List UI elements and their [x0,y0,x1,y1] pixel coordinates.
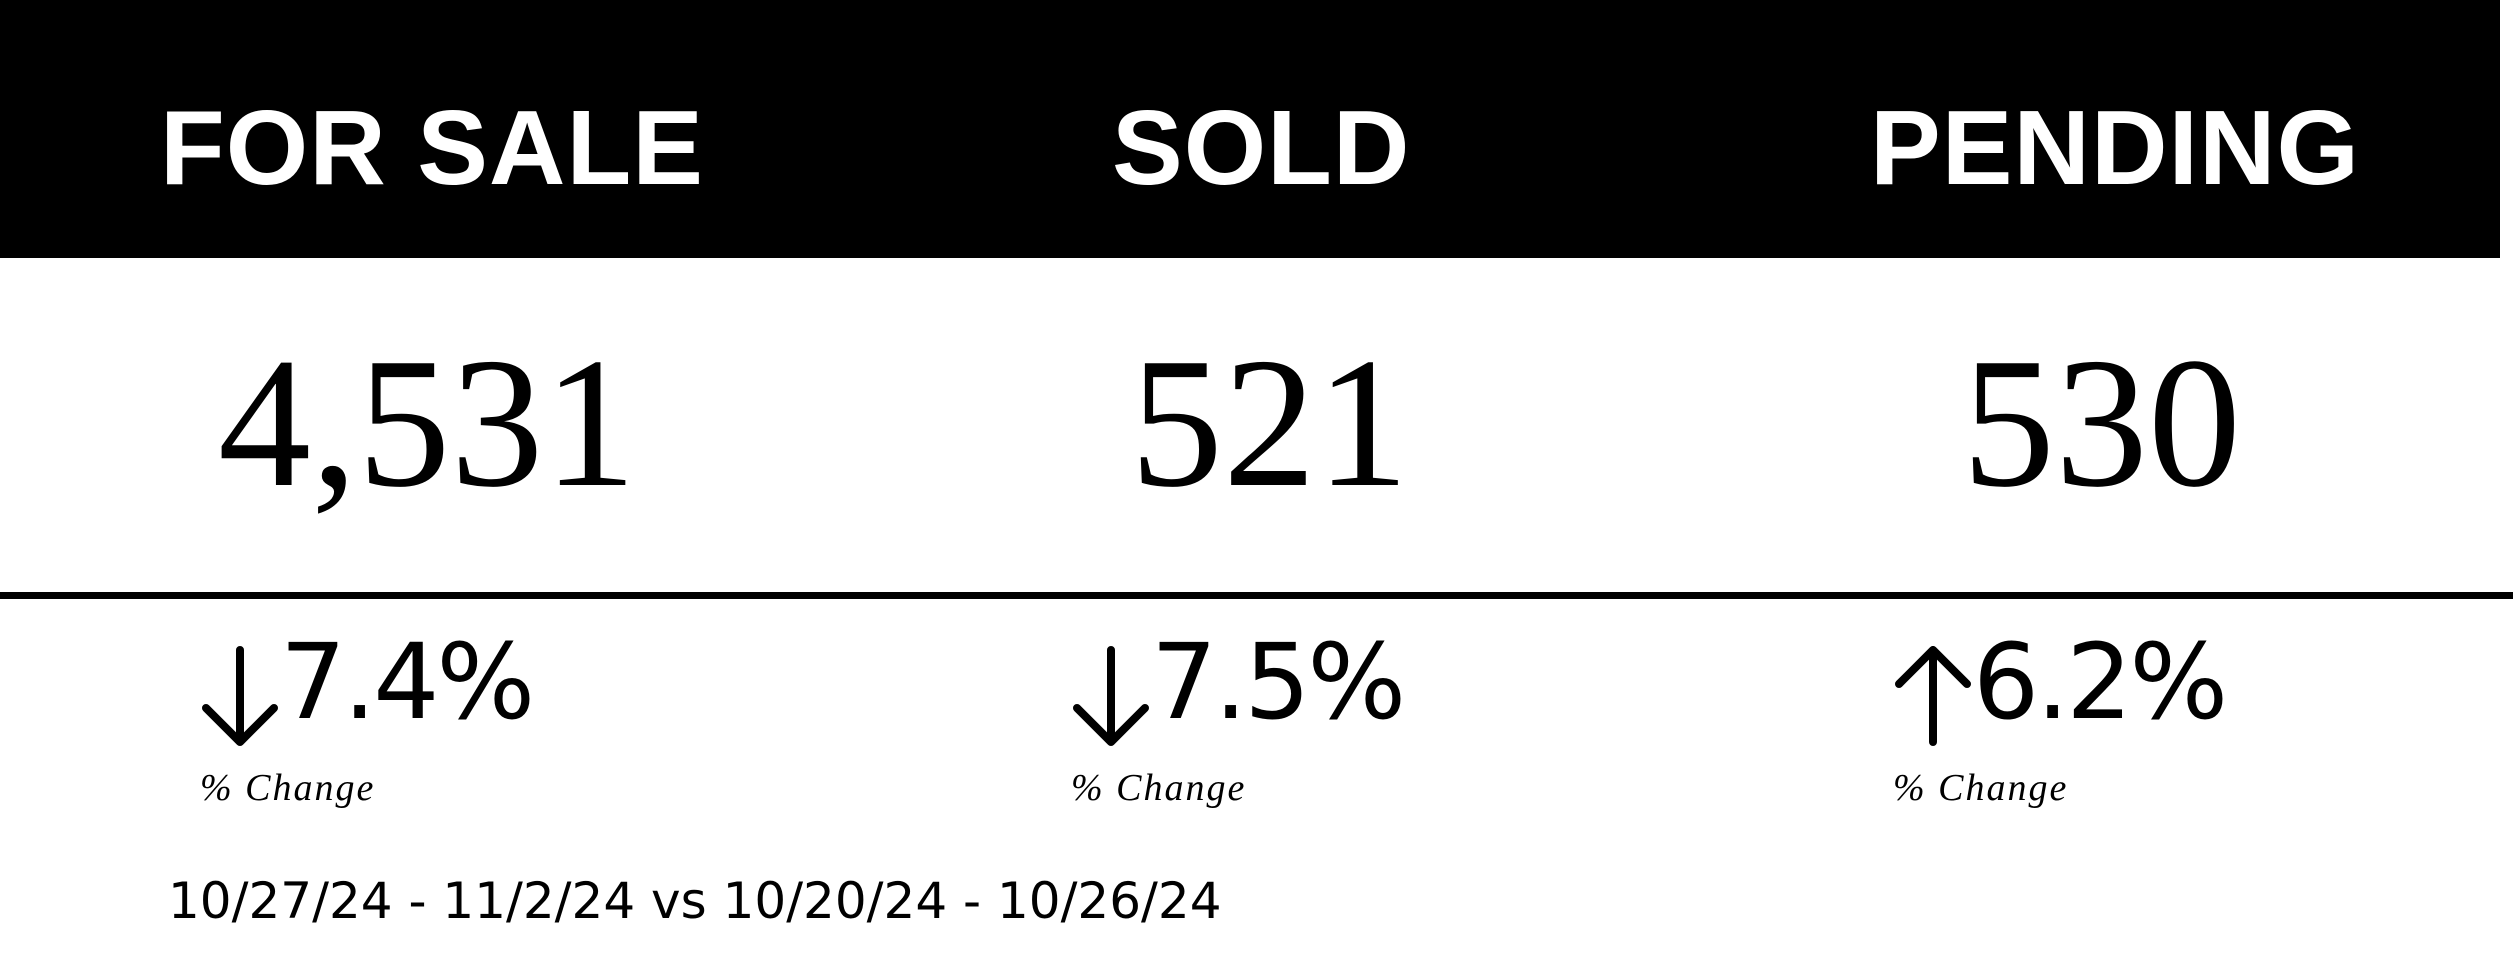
arrow-down-icon [202,646,278,746]
for-sale-change: 7.4% [200,621,535,752]
date-range: 10/27/24 - 11/2/24 vs 10/20/24 - 10/26/2… [168,872,1222,930]
sold-change-label: % Change [1071,767,1247,809]
sold-title: SOLD [1112,89,1411,207]
pending-change-value: 6.2% [1973,621,2228,743]
header-band [0,0,2500,258]
arrow-up-icon [1895,646,1971,746]
pending-change-label: % Change [1893,767,2069,809]
for-sale-value: 4,531 [218,320,637,526]
arrow-down-icon [1073,646,1149,746]
for-sale-change-value: 7.4% [280,621,535,743]
divider [0,592,2513,599]
pending-change: 6.2% [1893,621,2228,752]
pending-title: PENDING [1870,89,2360,207]
sold-value: 521 [1130,320,1409,526]
sold-change: 7.5% [1071,621,1406,752]
pending-value: 530 [1962,320,2241,526]
for-sale-title: FOR SALE [160,89,704,207]
sold-change-value: 7.5% [1151,621,1406,743]
for-sale-change-label: % Change [200,767,376,809]
